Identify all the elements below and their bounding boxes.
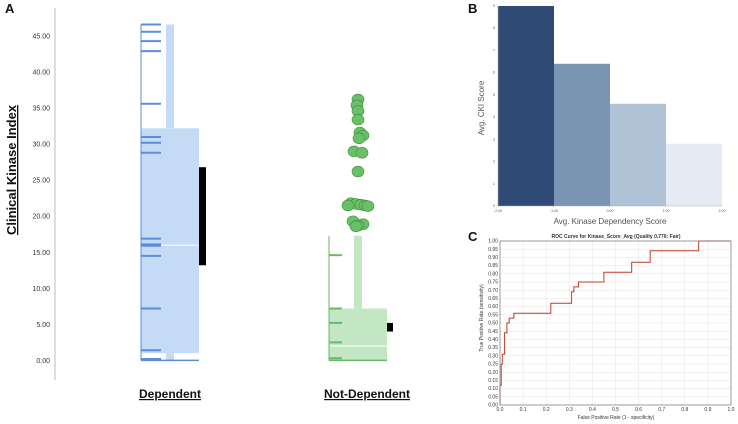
b-y-tick-label: 7 <box>493 48 495 52</box>
b-x-axis-label: Avg. Kinase Dependency Score <box>554 217 667 226</box>
b-y-axis-label: Avg. CKI Score <box>477 80 486 135</box>
group-label-not-dependent: Not-Dependent <box>324 387 410 401</box>
c-y-tick-label: 0.00 <box>488 403 498 409</box>
b-y-tick-label: 9 <box>493 4 495 8</box>
b-x-tick-label: 0.00 <box>607 209 614 213</box>
c-y-tick-label: 0.50 <box>488 321 498 327</box>
roc-curve-line <box>499 240 731 405</box>
dependent-mean-bar <box>199 167 206 266</box>
b-x-tick-label: -2.00 <box>494 209 502 213</box>
y-tick-label: 10.00 <box>32 286 50 293</box>
group-label-dependent: Dependent <box>139 387 201 401</box>
y-tick-label: 5.00 <box>36 322 50 329</box>
c-y-tick-label: 0.40 <box>488 337 498 343</box>
c-x-tick-label: 0.2 <box>543 407 550 413</box>
c-y-tick-label: 0.85 <box>488 263 498 269</box>
b-y-tick-label: 1 <box>493 182 495 186</box>
c-x-tick-label: 0.9 <box>704 407 711 413</box>
c-x-tick-label: 0.8 <box>681 407 688 413</box>
c-y-tick-label: 0.15 <box>488 378 498 384</box>
not-dependent-mean-bar <box>387 322 393 332</box>
b-y-tick-label: 3 <box>493 137 495 141</box>
c-x-tick-label: 0.0 <box>497 407 504 413</box>
y-tick-label: 25.00 <box>32 178 50 185</box>
b-y-tick-label: 2 <box>493 160 495 164</box>
dependent-whisker <box>166 24 174 129</box>
c-y-tick-label: 0.05 <box>488 394 498 400</box>
c-y-tick-label: 0.30 <box>488 353 498 359</box>
not-dependent-data-point <box>352 132 366 145</box>
panel-letter-a: A <box>5 1 15 16</box>
not-dependent-data-point <box>341 199 355 212</box>
c-y-tick-label: 0.80 <box>488 271 498 277</box>
c-y-tick-label: 0.90 <box>488 255 498 261</box>
c-y-tick-label: 0.20 <box>488 370 498 376</box>
bar <box>610 103 666 206</box>
c-x-tick-label: 0.6 <box>635 407 642 413</box>
c-y-tick-label: 0.10 <box>488 386 498 392</box>
y-tick-label: 40.00 <box>32 70 50 77</box>
c-y-axis-label: True Positive Rate (sensitivity) <box>479 284 485 352</box>
not-dependent-data-point <box>361 200 375 212</box>
c-x-tick-label: 1.0 <box>728 407 735 413</box>
not-dependent-data-point <box>351 165 365 178</box>
b-x-tick-label: 2.00 <box>719 209 726 213</box>
panel-letter-b: B <box>468 1 478 16</box>
b-y-tick-label: 6 <box>493 71 495 75</box>
c-y-tick-label: 0.35 <box>488 345 498 351</box>
c-y-tick-label: 0.45 <box>488 329 498 335</box>
not-dependent-box <box>329 308 387 361</box>
c-y-tick-label: 0.65 <box>488 296 498 302</box>
y-tick-label: 30.00 <box>32 142 50 149</box>
c-x-tick-label: 0.5 <box>612 407 619 413</box>
b-y-tick-label: 5 <box>493 93 495 97</box>
y-tick-label: 15.00 <box>32 250 50 257</box>
bar <box>554 63 610 207</box>
not-dependent-data-point <box>355 147 369 159</box>
c-x-tick-label: 0.7 <box>658 407 665 413</box>
not-dependent-data-point <box>349 220 363 233</box>
y-tick-label: 45.00 <box>32 34 50 41</box>
c-plot-frame <box>499 240 732 406</box>
c-y-tick-label: 0.55 <box>488 312 498 318</box>
kinase-dependency-bar-chart: -2.00 -1.00 0.00 1.00 2.00 0 1 2 3 4 5 6 7 8 9 Avg. CK… <box>477 4 726 226</box>
c-y-tick-label: 0.75 <box>488 280 498 286</box>
clinical-kinase-index-chart: 0.00 5.00 10.00 15.00 20.00 25.00 30.00 35.00 40… <box>4 8 410 401</box>
c-x-tick-label: 0.3 <box>566 407 573 413</box>
b-y-tick-label: 4 <box>493 115 495 119</box>
y-tick-label: 35.00 <box>32 106 50 113</box>
b-x-tick-label: 1.00 <box>663 209 670 213</box>
bar <box>498 6 554 206</box>
b-x-tick-label: -1.00 <box>550 209 558 213</box>
not-dependent-data-point <box>351 113 365 126</box>
c-title: ROC Curve for Kinase_Score_Avg (Quality … <box>551 234 680 240</box>
c-x-tick-label: 0.1 <box>520 407 527 413</box>
roc-curve-chart: ROC Curve for Kinase_Score_Avg (Quality … <box>479 234 735 421</box>
y-tick-label: 0.00 <box>36 358 50 365</box>
dependent-lower-whisker <box>166 353 174 361</box>
c-y-tick-label: 1.00 <box>488 239 498 245</box>
c-x-tick-label: 0.4 <box>589 407 596 413</box>
y-tick-label: 20.00 <box>32 214 50 221</box>
b-y-tick-label: 0 <box>493 204 495 208</box>
y-axis-label: Clinical Kinase Index <box>4 104 19 235</box>
not-dependent-whisker <box>354 235 362 309</box>
c-y-tick-label: 0.25 <box>488 362 498 368</box>
b-y-tick-label: 8 <box>493 26 495 30</box>
dependent-box <box>141 128 199 354</box>
bar <box>666 143 722 206</box>
c-x-axis-label: False Positive Rate (1 - specificity) <box>578 415 655 421</box>
c-y-tick-label: 0.60 <box>488 304 498 310</box>
c-y-tick-label: 0.70 <box>488 288 498 294</box>
c-y-tick-label: 0.95 <box>488 247 498 253</box>
panel-letter-c: C <box>468 229 478 244</box>
